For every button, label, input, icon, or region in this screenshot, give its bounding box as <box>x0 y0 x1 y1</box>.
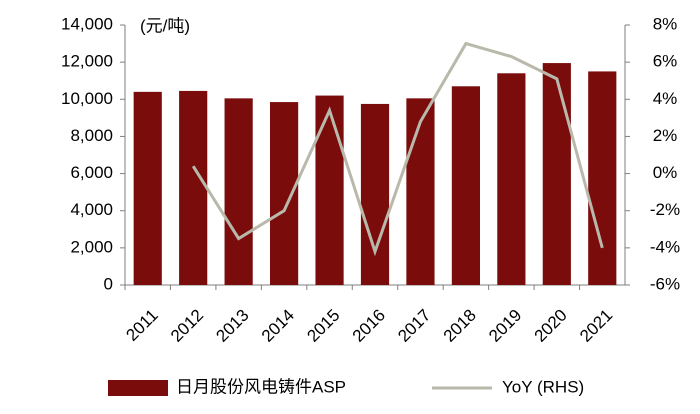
x-tick-label: 2016 <box>349 306 389 346</box>
y-tick-label: 12,000 <box>61 52 113 71</box>
y2-tick-label: 8% <box>653 14 678 33</box>
bar <box>270 102 299 285</box>
y2-tick-label: -6% <box>650 274 680 293</box>
x-tick-label: 2014 <box>258 306 298 346</box>
line <box>191 41 604 257</box>
y-tick-label: 2,000 <box>70 237 113 256</box>
bar <box>588 71 617 285</box>
x-tick-label: 2018 <box>440 306 480 346</box>
bar <box>497 73 526 286</box>
bar <box>224 98 253 285</box>
y-tick-label: 6,000 <box>70 163 113 182</box>
y-tick-label: 8,000 <box>70 126 113 145</box>
bar <box>406 98 435 285</box>
bar <box>179 90 208 285</box>
y2-tick-label: 6% <box>653 52 678 71</box>
bar <box>315 95 344 285</box>
x-tick-label: 2013 <box>212 306 252 346</box>
bar <box>133 91 162 285</box>
y2-tick-label: 4% <box>653 89 678 108</box>
y-tick-label: 10,000 <box>61 89 113 108</box>
x-tick-label: 2021 <box>576 306 616 346</box>
y2-tick-label: -2% <box>650 200 680 219</box>
legend-label: 日月股份风电铸件ASP <box>176 377 346 396</box>
bar <box>451 86 480 286</box>
y2-tick-label: -4% <box>650 237 680 256</box>
x-tick-label: 2020 <box>531 306 571 346</box>
y-tick-label: 4,000 <box>70 200 113 219</box>
legend-swatch <box>108 380 168 396</box>
bar <box>542 63 571 286</box>
y-tick-label: 14,000 <box>61 14 113 33</box>
x-tick-label: 2015 <box>303 306 343 346</box>
x-tick-label: 2011 <box>122 306 161 345</box>
y-axis-label: (元/吨) <box>140 16 190 35</box>
y2-tick-label: 2% <box>653 126 678 145</box>
bar <box>360 103 390 285</box>
x-tick-label: 2019 <box>485 306 525 346</box>
x-tick-label: 2012 <box>167 306 207 346</box>
legend-label: YoY (RHS) <box>502 377 584 396</box>
y2-tick-label: 0% <box>653 163 678 182</box>
y-tick-label: 0 <box>104 274 113 293</box>
x-tick-label: 2017 <box>394 306 434 346</box>
